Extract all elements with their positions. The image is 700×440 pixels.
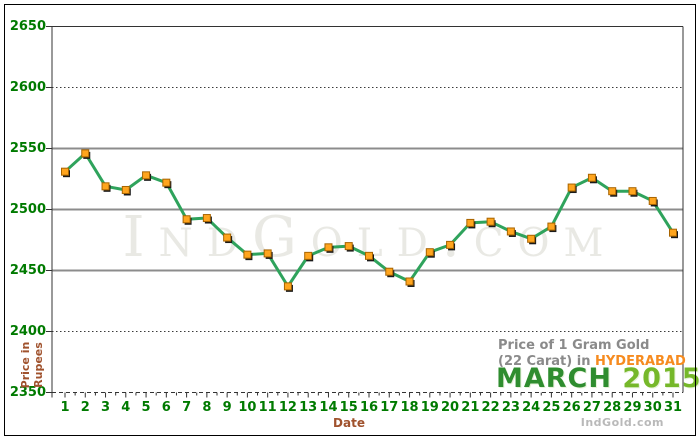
image-border bbox=[4, 4, 696, 436]
data-point-marker bbox=[182, 215, 191, 224]
data-point-marker bbox=[324, 243, 333, 252]
x-tick-label: 11 bbox=[258, 400, 277, 415]
x-tick-label: 3 bbox=[101, 400, 111, 415]
data-point-marker bbox=[648, 196, 657, 205]
data-point-marker bbox=[304, 251, 313, 260]
data-point-marker bbox=[446, 240, 455, 249]
x-tick-label: 7 bbox=[182, 400, 192, 415]
y-tick-label: 2550 bbox=[9, 141, 46, 156]
x-axis-title: Date bbox=[333, 416, 365, 430]
x-tick-label: 15 bbox=[339, 400, 358, 415]
chart-title-line2: (22 Carat) in HYDERABAD bbox=[498, 354, 686, 369]
y-tick-label: 2600 bbox=[9, 80, 46, 95]
data-point-marker bbox=[81, 149, 90, 158]
data-point-marker bbox=[365, 251, 373, 260]
data-point-marker bbox=[405, 277, 414, 286]
x-tick-label: 25 bbox=[542, 400, 561, 415]
y-tick-label: 2650 bbox=[9, 19, 46, 34]
x-tick-label: 31 bbox=[663, 400, 683, 415]
x-tick-label: 30 bbox=[643, 400, 662, 415]
chart-title-line1: Price of 1 Gram Gold bbox=[498, 338, 650, 353]
branding-text: IndGold.com bbox=[580, 416, 664, 429]
data-point-marker bbox=[263, 249, 272, 258]
chart-title-month-year: MARCH 2015 bbox=[496, 363, 700, 394]
data-point-marker bbox=[142, 171, 151, 180]
data-point-marker bbox=[486, 217, 495, 226]
x-tick-label: 19 bbox=[420, 400, 439, 415]
data-point-marker bbox=[587, 173, 596, 182]
data-point-marker bbox=[283, 282, 292, 291]
data-point-marker bbox=[608, 187, 617, 196]
data-point-marker bbox=[425, 248, 434, 257]
x-tick-label: 27 bbox=[582, 400, 601, 415]
chart-title-city: HYDERABAD bbox=[594, 354, 686, 369]
data-point-marker bbox=[628, 187, 637, 196]
y-tick-label: 2350 bbox=[9, 385, 46, 400]
x-tick-label: 13 bbox=[299, 400, 318, 415]
x-tick-label: 26 bbox=[562, 400, 581, 415]
chart-title-line2-prefix: (22 Carat) in bbox=[498, 354, 595, 369]
x-tick-label: 1 bbox=[60, 400, 70, 415]
data-point-marker bbox=[121, 185, 130, 194]
data-point-marker bbox=[61, 167, 69, 176]
x-tick-label: 20 bbox=[441, 400, 460, 415]
data-point-marker bbox=[567, 183, 576, 192]
x-tick-label: 21 bbox=[461, 400, 480, 415]
x-tick-label: 12 bbox=[278, 400, 297, 415]
y-tick-label: 2450 bbox=[9, 263, 46, 278]
data-point-marker bbox=[385, 267, 394, 276]
data-point-marker bbox=[162, 178, 171, 187]
y-tick-label: 2400 bbox=[9, 324, 46, 339]
data-point-marker bbox=[344, 242, 353, 251]
data-point-marker bbox=[223, 233, 232, 242]
x-tick-label: 6 bbox=[161, 400, 171, 415]
data-point-marker bbox=[101, 182, 110, 191]
x-tick-label: 10 bbox=[238, 400, 257, 415]
x-tick-label: 18 bbox=[400, 400, 419, 415]
y-tick-label: 2500 bbox=[9, 202, 46, 217]
x-tick-label: 4 bbox=[121, 400, 131, 415]
x-tick-label: 28 bbox=[603, 400, 622, 415]
data-point-marker bbox=[466, 218, 475, 227]
x-tick-label: 22 bbox=[481, 400, 500, 415]
data-point-marker bbox=[506, 227, 515, 236]
x-tick-label: 2 bbox=[80, 400, 90, 415]
chart-title-month: MARCH bbox=[496, 363, 612, 394]
data-point-marker bbox=[527, 234, 536, 243]
x-tick-label: 5 bbox=[141, 400, 151, 415]
chart-title-year: 2015 bbox=[622, 363, 700, 394]
data-point-marker bbox=[243, 250, 252, 259]
x-tick-label: 9 bbox=[222, 400, 232, 415]
x-tick-label: 14 bbox=[319, 400, 338, 415]
data-point-marker bbox=[547, 222, 556, 231]
x-tick-label: 8 bbox=[202, 400, 212, 415]
x-tick-label: 23 bbox=[501, 400, 520, 415]
data-point-marker bbox=[202, 214, 211, 223]
data-point-marker bbox=[669, 228, 677, 237]
x-tick-label: 24 bbox=[522, 400, 541, 415]
x-tick-label: 17 bbox=[380, 400, 399, 415]
x-tick-label: 16 bbox=[359, 400, 379, 415]
x-tick-label: 29 bbox=[623, 400, 642, 415]
